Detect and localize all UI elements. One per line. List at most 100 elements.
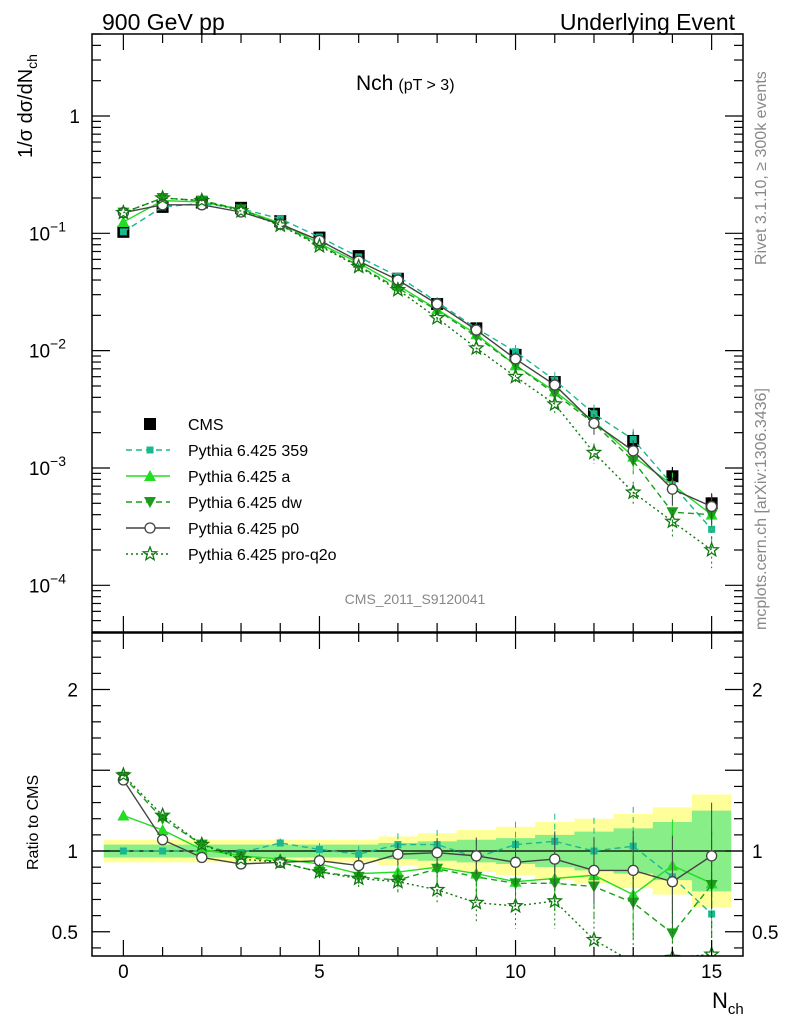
data-point-pp0 bbox=[705, 500, 718, 513]
legend-entry-pq2o: Pythia 6.425 pro-q2o bbox=[126, 545, 337, 564]
ratio-point-pq2o bbox=[350, 869, 368, 886]
plot-title-main: Nch bbox=[356, 72, 393, 95]
legend-entry-cms: CMS bbox=[144, 417, 224, 434]
legend-label: Pythia 6.425 359 bbox=[188, 443, 308, 460]
ratio-y-tick-label: 1 bbox=[67, 842, 78, 863]
series-line-pp0 bbox=[123, 204, 712, 508]
data-point-pq2o bbox=[115, 203, 132, 220]
data-point-p359 bbox=[512, 348, 520, 356]
y-tick-label-base: 10 bbox=[29, 224, 50, 245]
data-point-pq2o bbox=[664, 512, 681, 529]
ratio-point-pq2o bbox=[632, 953, 635, 956]
y-tick-label: 10−3 bbox=[29, 453, 66, 480]
side-label-rivet: Rivet 3.1.10, ≥ 300k events bbox=[753, 71, 770, 265]
ratio-point-pp0 bbox=[353, 859, 365, 872]
header-left: 900 GeV pp bbox=[102, 9, 225, 35]
ratio-line-pa bbox=[123, 814, 712, 896]
ratio-y-tick-label: 2 bbox=[67, 681, 78, 702]
x-tick-label: 0 bbox=[118, 962, 129, 983]
legend-label: Pythia 6.425 dw bbox=[188, 495, 302, 512]
analysis-watermark: CMS_2011_S9120041 bbox=[345, 591, 486, 607]
ratio-plot-frame bbox=[91, 632, 744, 957]
ratio-point-pp0 bbox=[549, 853, 561, 865]
legend-marker bbox=[146, 446, 154, 454]
x-axis-label-main: N bbox=[712, 988, 728, 1013]
ratio-point-pq2o bbox=[114, 766, 132, 783]
data-point-pa bbox=[117, 215, 130, 227]
data-point-pq2o bbox=[154, 189, 171, 206]
ratio-point-pq2o bbox=[311, 863, 328, 880]
ratio-y-tick-label-right: 2 bbox=[752, 681, 763, 702]
ratio-series-pq2o bbox=[114, 766, 721, 956]
ratio-point-pp0 bbox=[627, 864, 639, 877]
y-tick-label: 10−4 bbox=[29, 570, 66, 597]
data-point-pdw bbox=[666, 507, 679, 519]
ratio-point-p359 bbox=[355, 850, 363, 858]
ratio-y-tick-label: 0.5 bbox=[52, 923, 78, 944]
ratio-point-pq2o bbox=[546, 892, 564, 909]
y-tick-label-base: 1 bbox=[69, 107, 80, 128]
plot-title-sub: (pT > 3) bbox=[398, 77, 454, 94]
ratio-point-pp0 bbox=[470, 850, 482, 862]
data-point-pp0 bbox=[235, 206, 247, 218]
y-tick-label-base: 10 bbox=[29, 576, 50, 597]
ratio-line-pq2o bbox=[122, 774, 712, 956]
ratio-point-pp0 bbox=[666, 876, 679, 888]
ratio-point-p359 bbox=[159, 847, 167, 855]
ratio-point-pp0 bbox=[509, 856, 522, 868]
legend-label: Pythia 6.425 pro-q2o bbox=[188, 547, 337, 564]
ratio-point-pq2o bbox=[703, 945, 721, 956]
legend-marker bbox=[144, 418, 156, 430]
data-point-pq2o bbox=[546, 395, 564, 412]
legend-entry-pp0: Pythia 6.425 p0 bbox=[126, 521, 299, 538]
ratio-axis-label: Ratio to CMS bbox=[25, 775, 42, 870]
axes-frames bbox=[91, 33, 744, 957]
data-point-pq2o bbox=[389, 281, 407, 297]
ratio-series-pp0 bbox=[117, 774, 718, 928]
data-point-pq2o bbox=[193, 191, 211, 208]
ratio-point-pq2o bbox=[154, 806, 171, 823]
legend-entry-pa: Pythia 6.425 a bbox=[126, 469, 290, 486]
ratio-point-pa bbox=[156, 824, 169, 836]
data-point-pq2o bbox=[428, 309, 446, 326]
plot-title: Nch (pT > 3) bbox=[356, 72, 455, 95]
data-point-pq2o bbox=[232, 202, 250, 219]
y-tick-label-exponent: −3 bbox=[50, 453, 66, 469]
ratio-point-pp0 bbox=[588, 864, 600, 877]
legend-label: Pythia 6.425 a bbox=[188, 469, 290, 486]
legend-marker bbox=[144, 522, 156, 534]
x-axis-label-sub: ch bbox=[728, 1001, 744, 1018]
x-axis-label: Nch bbox=[712, 988, 744, 1018]
y-axis-label-main: 1/σ dσ/dN bbox=[15, 69, 37, 158]
data-point-pq2o bbox=[311, 237, 328, 254]
ratio-point-pp0 bbox=[156, 834, 169, 846]
y-tick-label: 10−2 bbox=[29, 336, 66, 363]
data-point-p359 bbox=[119, 228, 127, 236]
ratio-y-tick-label-right: 1 bbox=[752, 842, 763, 863]
data-point-pp0 bbox=[588, 417, 600, 430]
ratio-point-pdw bbox=[431, 863, 444, 875]
legend-entry-p359: Pythia 6.425 359 bbox=[126, 443, 308, 460]
legend-entry-pdw: Pythia 6.425 dw bbox=[126, 495, 302, 512]
series-pq2o bbox=[115, 189, 721, 569]
data-point-pp0 bbox=[549, 379, 561, 391]
series-cms bbox=[117, 196, 718, 515]
y-tick-label-exponent: −4 bbox=[50, 570, 66, 586]
side-label-mcplots: mcplots.cern.ch [arXiv:1306.3436] bbox=[753, 388, 770, 630]
x-tick-label: 10 bbox=[505, 962, 526, 983]
data-point-pp0 bbox=[509, 353, 522, 365]
header-right: Underlying Event bbox=[560, 9, 736, 35]
main-plot-frame bbox=[91, 33, 744, 633]
data-point-pq2o bbox=[585, 443, 603, 460]
main-plot-series bbox=[115, 189, 721, 569]
series-line-pq2o bbox=[123, 197, 713, 551]
ratio-point-pp0 bbox=[196, 851, 208, 864]
data-point-pq2o bbox=[271, 216, 289, 233]
ratio-point-pp0 bbox=[392, 848, 404, 860]
ratio-line-pp0 bbox=[122, 779, 713, 883]
data-point-pp0 bbox=[627, 445, 639, 457]
ratio-point-pq2o bbox=[271, 853, 289, 870]
data-point-pq2o bbox=[468, 339, 485, 356]
x-tick-label: 5 bbox=[314, 962, 325, 983]
y-tick-label-base: 10 bbox=[29, 459, 50, 480]
